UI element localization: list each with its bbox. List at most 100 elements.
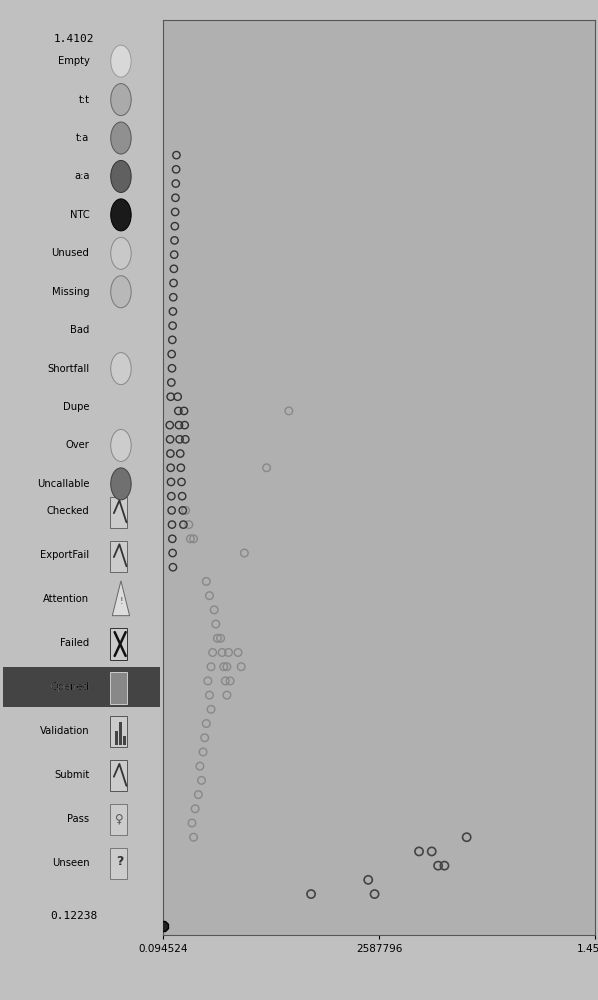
Point xyxy=(205,687,214,703)
Point xyxy=(165,431,175,447)
Point xyxy=(167,531,177,547)
Ellipse shape xyxy=(111,237,131,269)
Point xyxy=(189,531,199,547)
Ellipse shape xyxy=(111,276,131,308)
FancyBboxPatch shape xyxy=(3,667,160,707)
Point xyxy=(202,716,211,732)
Text: Opened: Opened xyxy=(50,682,90,692)
Point xyxy=(219,659,228,675)
Ellipse shape xyxy=(111,429,131,461)
Point xyxy=(181,502,190,518)
Point xyxy=(284,403,294,419)
Point xyxy=(158,918,168,934)
Point xyxy=(206,701,216,717)
Text: t:a: t:a xyxy=(76,133,90,143)
Point xyxy=(364,872,373,888)
Point xyxy=(178,488,187,504)
FancyBboxPatch shape xyxy=(120,722,122,745)
Point xyxy=(172,147,181,163)
Point xyxy=(171,161,181,177)
Text: t:t: t:t xyxy=(78,95,90,105)
Point xyxy=(178,502,188,518)
Point xyxy=(170,218,179,234)
Point xyxy=(206,659,216,675)
Point xyxy=(434,858,443,874)
Point xyxy=(167,488,176,504)
Point xyxy=(233,644,243,660)
Point xyxy=(200,730,209,746)
Text: Shortfall: Shortfall xyxy=(47,364,90,374)
Point xyxy=(189,829,199,845)
Text: Failed: Failed xyxy=(60,638,90,648)
Point xyxy=(224,644,233,660)
FancyBboxPatch shape xyxy=(110,628,127,660)
FancyBboxPatch shape xyxy=(110,760,127,791)
FancyBboxPatch shape xyxy=(123,736,126,745)
Point xyxy=(169,261,179,277)
Text: Unused: Unused xyxy=(51,248,90,258)
Text: 1.4102: 1.4102 xyxy=(53,34,94,44)
Text: ExportFail: ExportFail xyxy=(41,550,90,560)
Point xyxy=(167,332,177,348)
Text: Opened: Opened xyxy=(50,682,90,692)
Point xyxy=(167,374,176,390)
Point xyxy=(166,460,175,476)
Text: ?: ? xyxy=(115,855,123,868)
Point xyxy=(180,417,190,433)
Point xyxy=(176,460,185,476)
Point xyxy=(414,843,424,859)
Point xyxy=(169,247,179,263)
Point xyxy=(174,417,184,433)
Point xyxy=(175,431,184,447)
Text: Validation: Validation xyxy=(40,726,90,736)
Point xyxy=(170,204,180,220)
Point xyxy=(211,616,221,632)
Point xyxy=(181,431,190,447)
Point xyxy=(195,758,205,774)
Point xyxy=(173,389,182,405)
Point xyxy=(240,545,249,561)
Text: Bad: Bad xyxy=(70,325,90,335)
Point xyxy=(209,602,219,618)
Point xyxy=(185,531,195,547)
Point xyxy=(217,644,227,660)
Text: Over: Over xyxy=(66,440,90,450)
Text: NTC: NTC xyxy=(70,210,90,220)
FancyBboxPatch shape xyxy=(110,672,127,704)
FancyBboxPatch shape xyxy=(115,731,118,745)
Point xyxy=(169,275,178,291)
Polygon shape xyxy=(112,581,130,616)
Text: !: ! xyxy=(119,597,123,606)
Point xyxy=(168,545,178,561)
Point xyxy=(194,787,203,803)
Point xyxy=(205,588,214,604)
Point xyxy=(167,346,176,362)
Point xyxy=(166,446,175,462)
Point xyxy=(175,446,185,462)
Text: Attention: Attention xyxy=(44,594,90,604)
Point xyxy=(221,673,230,689)
Ellipse shape xyxy=(111,84,131,116)
Ellipse shape xyxy=(111,122,131,154)
Ellipse shape xyxy=(111,160,131,192)
Text: Dupe: Dupe xyxy=(63,402,90,412)
Point xyxy=(168,303,178,319)
Text: Pass: Pass xyxy=(68,814,90,824)
Point xyxy=(171,176,181,192)
FancyBboxPatch shape xyxy=(110,541,127,572)
Point xyxy=(306,886,316,902)
Point xyxy=(168,318,178,334)
FancyBboxPatch shape xyxy=(110,804,127,835)
Text: Submit: Submit xyxy=(54,770,90,780)
Point xyxy=(167,502,176,518)
Point xyxy=(236,659,246,675)
Text: Checked: Checked xyxy=(47,506,90,516)
Text: Uncallable: Uncallable xyxy=(37,479,90,489)
Point xyxy=(197,772,206,788)
Point xyxy=(199,744,208,760)
Text: Missing: Missing xyxy=(52,287,90,297)
FancyBboxPatch shape xyxy=(110,848,127,879)
Point xyxy=(222,687,231,703)
Point xyxy=(222,659,231,675)
Point xyxy=(169,289,178,305)
